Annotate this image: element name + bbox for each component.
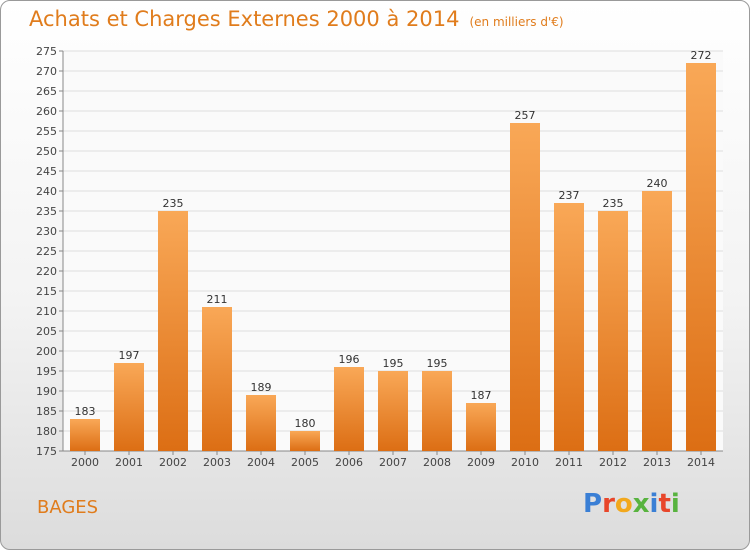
y-tick-label: 230 [36,225,57,238]
bar-2003 [202,307,232,451]
y-tick-label: 205 [36,325,57,338]
bar-2007 [378,371,408,451]
x-tick-label-2014: 2014 [687,456,715,469]
y-tick-label: 185 [36,405,57,418]
data-label-2013: 240 [647,177,668,190]
data-label-2006: 196 [339,353,360,366]
bar-2001 [114,363,144,451]
x-tick-label-2000: 2000 [71,456,99,469]
labels: 175 180 185 190 195 200 205 210 215 220 225 230 235 2… [36,45,715,469]
logo-letter: i [670,489,680,519]
x-tick-label-2011: 2011 [555,456,583,469]
x-tick-label-2001: 2001 [115,456,143,469]
x-tick-label-2013: 2013 [643,456,671,469]
y-tick-label: 225 [36,245,57,258]
data-label-2005: 180 [295,417,316,430]
data-label-2011: 237 [559,189,580,202]
y-tick-label: 255 [36,125,57,138]
x-tick-label-2010: 2010 [511,456,539,469]
y-tick-label: 275 [36,45,57,58]
y-tick-label: 235 [36,205,57,218]
y-tick-label: 195 [36,365,57,378]
bar-2006 [334,367,364,451]
y-tick-label: 265 [36,85,57,98]
chart-title: Achats et Charges Externes 2000 à 2014 (e… [29,7,564,31]
y-tick-label: 240 [36,185,57,198]
data-label-2001: 197 [119,349,140,362]
bar-2002 [158,211,188,451]
bar-2013 [642,191,672,451]
data-label-2000: 183 [75,405,96,418]
bar-2014 [686,63,716,451]
logo-letter: r [602,489,615,519]
y-tick-label: 175 [36,445,57,458]
data-label-2009: 187 [471,389,492,402]
y-tick-label: 250 [36,145,57,158]
y-tick-label: 220 [36,265,57,278]
y-tick-label: 180 [36,425,57,438]
logo-letter: o [614,489,633,519]
data-label-2010: 257 [515,109,536,122]
commune-name: BAGES [37,497,99,518]
logo-letter: x [632,489,650,519]
y-tick-label: 190 [36,385,57,398]
bar-2010 [510,123,540,451]
chart-title-text: Achats et Charges Externes 2000 à 2014 [29,7,460,31]
bars [70,63,716,451]
data-label-2008: 195 [427,357,448,370]
logo-letter: P [583,489,603,519]
y-tick-label: 210 [36,305,57,318]
bar-2004 [246,395,276,451]
x-tick-label-2003: 2003 [203,456,231,469]
data-label-2014: 272 [691,49,712,62]
x-tick-label-2006: 2006 [335,456,363,469]
bar-2009 [466,403,496,451]
y-tick-label: 260 [36,105,57,118]
x-tick-label-2004: 2004 [247,456,275,469]
data-label-2002: 235 [163,197,184,210]
data-label-2012: 235 [603,197,624,210]
y-tick-label: 245 [36,165,57,178]
proxiti-logo: Proxiti [583,489,680,519]
logo-letter: i [649,489,659,519]
data-label-2004: 189 [251,381,272,394]
x-tick-label-2007: 2007 [379,456,407,469]
chart-subtitle: (en milliers d'€) [469,15,564,29]
data-label-2003: 211 [207,293,228,306]
x-tick-label-2009: 2009 [467,456,495,469]
bar-2000 [70,419,100,451]
data-label-2007: 195 [383,357,404,370]
x-tick-label-2002: 2002 [159,456,187,469]
logo-letter: t [658,489,671,519]
x-tick-label-2005: 2005 [291,456,319,469]
y-tick-label: 215 [36,285,57,298]
bar-2005 [290,431,320,451]
y-tick-label: 270 [36,65,57,78]
y-tick-label: 200 [36,345,57,358]
x-tick-label-2008: 2008 [423,456,451,469]
bar-2008 [422,371,452,451]
bar-2011 [554,203,584,451]
bar-2012 [598,211,628,451]
x-tick-label-2012: 2012 [599,456,627,469]
